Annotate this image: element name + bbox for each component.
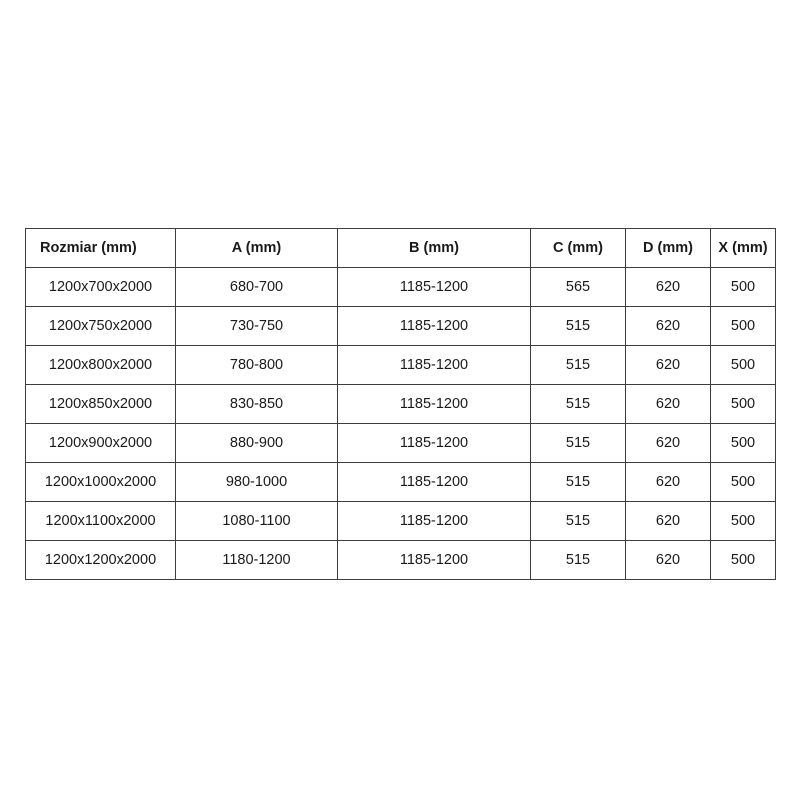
cell-b: 1185-1200 [337, 267, 531, 307]
cell-a: 880-900 [175, 423, 338, 463]
cell-a: 680-700 [175, 267, 338, 307]
cell-d: 620 [625, 384, 711, 424]
column-header-a: A (mm) [175, 228, 338, 268]
column-header-x: X (mm) [710, 228, 776, 268]
cell-c: 515 [530, 423, 626, 463]
cell-b: 1185-1200 [337, 540, 531, 580]
cell-x: 500 [710, 501, 776, 541]
table-row: 1200x1000x2000 980-1000 1185-1200 515 62… [25, 462, 776, 502]
cell-b: 1185-1200 [337, 306, 531, 346]
cell-x: 500 [710, 345, 776, 385]
cell-size: 1200x900x2000 [25, 423, 176, 463]
table-row: 1200x750x2000 730-750 1185-1200 515 620 … [25, 306, 776, 346]
table-row: 1200x850x2000 830-850 1185-1200 515 620 … [25, 384, 776, 424]
cell-b: 1185-1200 [337, 345, 531, 385]
table-row: 1200x800x2000 780-800 1185-1200 515 620 … [25, 345, 776, 385]
cell-size: 1200x800x2000 [25, 345, 176, 385]
cell-x: 500 [710, 306, 776, 346]
dimensions-table-container: Rozmiar (mm) A (mm) B (mm) C (mm) D (mm)… [25, 228, 776, 580]
cell-b: 1185-1200 [337, 501, 531, 541]
column-header-d: D (mm) [625, 228, 711, 268]
cell-b: 1185-1200 [337, 423, 531, 463]
table-row: 1200x700x2000 680-700 1185-1200 565 620 … [25, 267, 776, 307]
table-row: 1200x900x2000 880-900 1185-1200 515 620 … [25, 423, 776, 463]
table-row: 1200x1200x2000 1180-1200 1185-1200 515 6… [25, 540, 776, 580]
cell-c: 515 [530, 540, 626, 580]
cell-size: 1200x1200x2000 [25, 540, 176, 580]
table-row: 1200x1100x2000 1080-1100 1185-1200 515 6… [25, 501, 776, 541]
cell-x: 500 [710, 462, 776, 502]
cell-a: 980-1000 [175, 462, 338, 502]
cell-b: 1185-1200 [337, 462, 531, 502]
cell-c: 515 [530, 345, 626, 385]
cell-c: 515 [530, 501, 626, 541]
column-header-b: B (mm) [337, 228, 531, 268]
cell-c: 515 [530, 306, 626, 346]
table-body: 1200x700x2000 680-700 1185-1200 565 620 … [25, 267, 776, 580]
column-header-c: C (mm) [530, 228, 626, 268]
cell-c: 515 [530, 384, 626, 424]
cell-d: 620 [625, 540, 711, 580]
column-header-size: Rozmiar (mm) [25, 228, 176, 268]
cell-size: 1200x1100x2000 [25, 501, 176, 541]
dimensions-table: Rozmiar (mm) A (mm) B (mm) C (mm) D (mm)… [25, 228, 776, 580]
cell-x: 500 [710, 267, 776, 307]
cell-a: 1080-1100 [175, 501, 338, 541]
table-header: Rozmiar (mm) A (mm) B (mm) C (mm) D (mm)… [25, 228, 776, 268]
cell-d: 620 [625, 306, 711, 346]
cell-d: 620 [625, 423, 711, 463]
cell-a: 1180-1200 [175, 540, 338, 580]
cell-d: 620 [625, 501, 711, 541]
cell-d: 620 [625, 267, 711, 307]
cell-b: 1185-1200 [337, 384, 531, 424]
cell-c: 515 [530, 462, 626, 502]
cell-size: 1200x1000x2000 [25, 462, 176, 502]
cell-size: 1200x700x2000 [25, 267, 176, 307]
cell-x: 500 [710, 540, 776, 580]
cell-size: 1200x750x2000 [25, 306, 176, 346]
cell-a: 830-850 [175, 384, 338, 424]
cell-d: 620 [625, 462, 711, 502]
cell-x: 500 [710, 384, 776, 424]
table-header-row: Rozmiar (mm) A (mm) B (mm) C (mm) D (mm)… [25, 228, 776, 268]
cell-c: 565 [530, 267, 626, 307]
cell-x: 500 [710, 423, 776, 463]
cell-d: 620 [625, 345, 711, 385]
cell-size: 1200x850x2000 [25, 384, 176, 424]
cell-a: 730-750 [175, 306, 338, 346]
cell-a: 780-800 [175, 345, 338, 385]
